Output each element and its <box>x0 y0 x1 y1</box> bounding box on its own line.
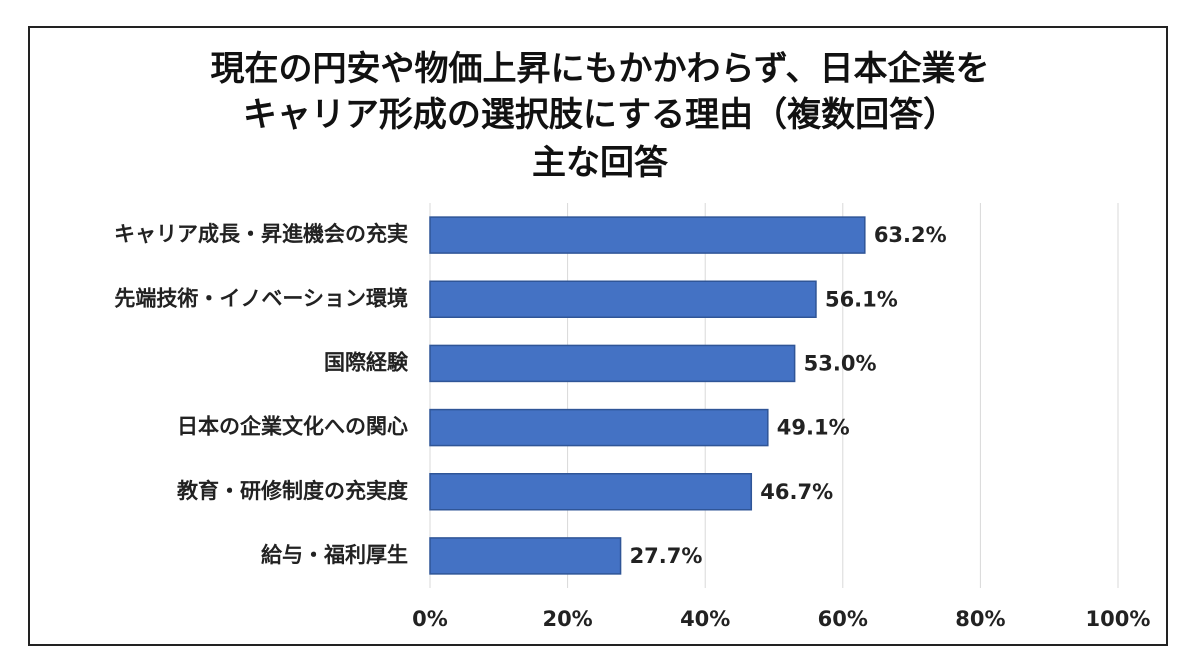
value-label: 49.1% <box>777 416 850 440</box>
chart-title: 現在の円安や物価上昇にもかかわらず、日本企業を キャリア形成の選択肢にする理由（… <box>210 49 990 135</box>
x-tick-label: 60% <box>818 607 868 631</box>
value-label: 27.7% <box>630 544 703 568</box>
x-tick-label: 80% <box>955 607 1005 631</box>
value-label: 56.1% <box>825 287 898 311</box>
bar <box>429 537 622 575</box>
y-tick-label: 日本の企業文化への関心 <box>177 415 408 439</box>
frame <box>28 26 1168 646</box>
x-tick-label: 0% <box>412 607 448 631</box>
y-tick-label: 国際経験 <box>324 350 409 374</box>
x-tick-label: 40% <box>680 607 730 631</box>
bar <box>429 473 753 511</box>
bar <box>429 408 769 447</box>
bar <box>429 344 796 383</box>
value-label: 46.7% <box>760 480 833 504</box>
y-tick-label: 給与・福利厚生 <box>261 543 408 567</box>
y-tick-label: キャリア成長・昇進機会の充実 <box>114 222 408 246</box>
bar <box>429 280 817 318</box>
x-tick-label: 20% <box>542 607 592 631</box>
value-label: 53.0% <box>804 351 877 375</box>
value-label: 63.2% <box>874 223 947 247</box>
y-tick-label: 教育・研修制度の充実度 <box>177 479 408 503</box>
x-tick-label: 100% <box>1086 607 1151 631</box>
chart-subtitle: 主な回答 <box>532 143 668 183</box>
bar <box>429 216 866 254</box>
y-tick-label: 先端技術・イノベーション環境 <box>114 286 408 310</box>
